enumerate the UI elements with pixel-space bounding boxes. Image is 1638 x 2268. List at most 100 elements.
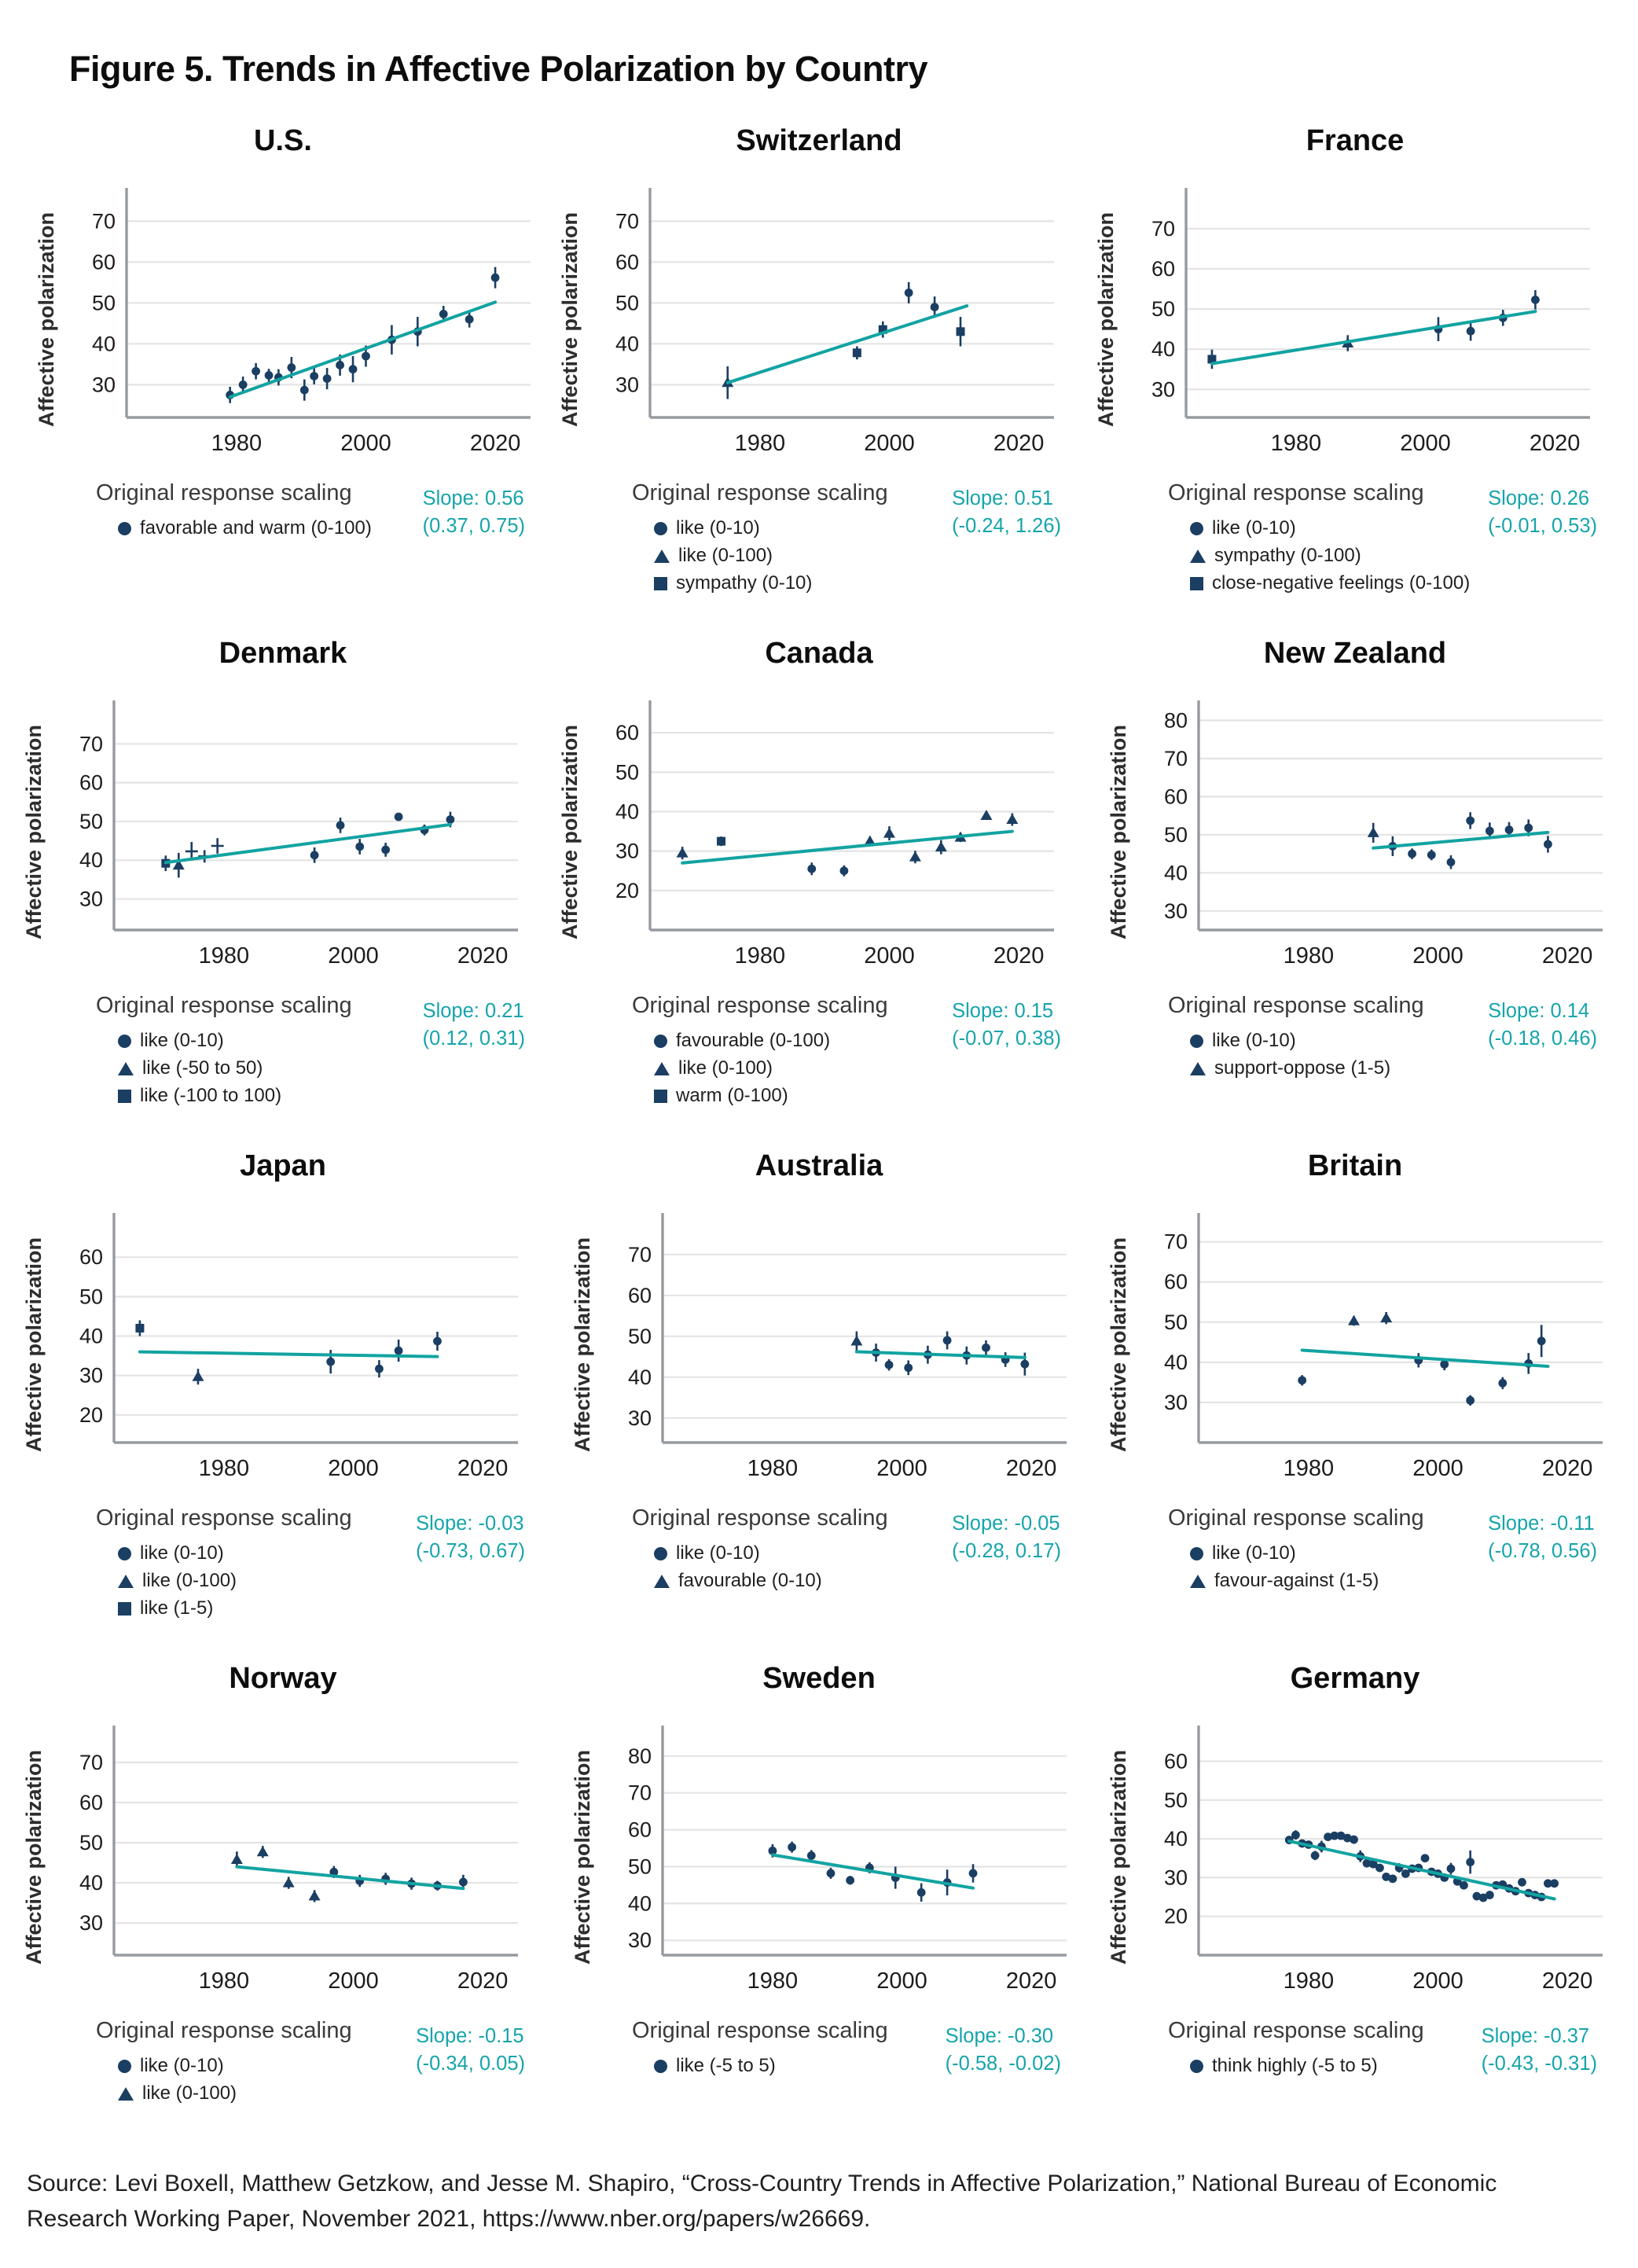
circle-marker-icon — [1190, 521, 1203, 535]
y-tick-label: 20 — [79, 1403, 103, 1427]
legend-item: like (0-10) — [118, 2055, 352, 2077]
slope-annotation: Slope: 0.26 (-0.01, 0.53) — [1488, 480, 1597, 540]
data-point — [1342, 1833, 1352, 1843]
y-tick-label: 60 — [79, 1245, 103, 1269]
data-point — [839, 866, 849, 876]
country-panel: Norway Affective polarization 30 40 50 60 70… — [20, 1662, 545, 2104]
data-point — [336, 821, 345, 830]
legend-item: like (-100 to 100) — [118, 1085, 352, 1107]
y-tick-label: 50 — [79, 1285, 103, 1308]
y-tick-label: 50 — [79, 810, 103, 833]
y-tick-label: 80 — [627, 1744, 651, 1768]
data-point — [1387, 1874, 1397, 1884]
y-tick-label: 40 — [615, 799, 639, 823]
circle-marker-icon — [654, 1034, 667, 1048]
slope-value: Slope: -0.11 — [1488, 1513, 1595, 1535]
slope-annotation: Slope: -0.15 (-0.34, 0.05) — [416, 2018, 525, 2078]
data-point — [1336, 1831, 1345, 1840]
slope-ci: (-0.43, -0.31) — [1481, 2053, 1597, 2075]
country-panel: Britain Affective polarization 30 40 50 60 7… — [1093, 1149, 1618, 1619]
y-tick-label: 40 — [1163, 1827, 1187, 1851]
scatter-plot: 30 40 50 60 70 1980 2000 2020 — [1151, 188, 1590, 456]
country-panel: Japan Affective polarization 20 30 40 50 60 1… — [20, 1149, 545, 1619]
x-tick-label: 2000 — [864, 431, 915, 456]
trend-line — [1371, 830, 1549, 850]
y-tick-label: 40 — [1151, 337, 1175, 361]
trend-line — [1287, 1840, 1556, 1901]
data-point — [264, 371, 273, 380]
plot-row: Affective polarization 30 40 50 60 70 1980 200… — [22, 1719, 544, 1996]
data-point — [1549, 1879, 1559, 1888]
slope-annotation: Slope: -0.11 (-0.78, 0.56) — [1488, 1505, 1597, 1565]
circle-marker-icon — [118, 1546, 131, 1560]
y-tick-label: 40 — [1163, 861, 1187, 884]
y-tick-label: 50 — [615, 291, 639, 314]
legend-item: like (0-10) — [654, 517, 888, 539]
legend-label: support-oppose (1-5) — [1214, 1057, 1391, 1079]
data-point — [308, 1890, 321, 1901]
legend-label: warm (0-100) — [676, 1085, 788, 1106]
scatter-plot: 30 40 50 60 70 1980 2000 2020 — [91, 188, 531, 456]
y-axis-label: Affective polarization — [570, 1237, 594, 1453]
trend-line — [235, 1865, 465, 1891]
legend-label: like (1-5) — [140, 1597, 214, 1619]
data-point — [394, 812, 403, 822]
legend-items: like (0-10) like (-50 to 50) like (-100 to… — [96, 1030, 352, 1107]
legend-title: Original response scaling — [632, 480, 888, 505]
data-point — [1323, 1832, 1332, 1842]
legend-title: Original response scaling — [1168, 2018, 1424, 2043]
legend-title: Original response scaling — [96, 993, 352, 1018]
legend-items: like (-5 to 5) — [632, 2055, 888, 2077]
data-point — [490, 273, 499, 282]
trend-line — [681, 829, 1014, 865]
y-tick-label: 40 — [79, 1325, 103, 1348]
legend-block: Original response scaling like (0-10) lik… — [96, 993, 352, 1107]
country-panel: France Affective polarization 30 40 50 60 70… — [1093, 124, 1618, 594]
circle-marker-icon — [654, 1546, 667, 1560]
scatter-plot: 20 30 40 50 60 1980 2000 2020 — [79, 1213, 518, 1481]
plot-row: Affective polarization 30 40 50 60 70 80 1980 2… — [1107, 694, 1604, 971]
x-tick-label: 2020 — [469, 431, 520, 456]
data-point — [852, 348, 861, 358]
data-point — [1297, 1376, 1306, 1385]
y-tick-label: 70 — [79, 1751, 103, 1774]
legend-item: warm (0-100) — [654, 1085, 888, 1107]
y-tick-label: 70 — [1163, 1230, 1187, 1254]
plot-row: Affective polarization 30 40 50 60 70 80 1980 2… — [571, 1719, 1068, 1996]
slope-annotation: Slope: -0.37 (-0.43, -0.31) — [1482, 2018, 1597, 2078]
x-tick-label: 1980 — [199, 1968, 250, 1994]
legend-title: Original response scaling — [1168, 1505, 1424, 1531]
slope-ci: (-0.18, 0.46) — [1488, 1027, 1597, 1050]
data-point — [329, 1867, 339, 1877]
y-axis-label: Affective polarization — [1106, 1750, 1130, 1965]
data-point — [909, 851, 921, 862]
data-point — [878, 325, 887, 334]
trend-line — [770, 1853, 975, 1890]
data-point — [1466, 326, 1475, 336]
legend-label: like (0-100) — [678, 545, 773, 566]
x-tick-label: 1980 — [199, 1456, 250, 1481]
panel-title: Sweden — [762, 1662, 876, 1695]
y-tick-label: 70 — [627, 1781, 651, 1805]
panel-title: Australia — [755, 1149, 883, 1182]
data-point — [1347, 1314, 1360, 1325]
scatter-plot: 30 40 50 60 70 80 1980 2000 2020 — [1163, 700, 1603, 969]
data-point — [1465, 1395, 1475, 1405]
panel-title: Germany — [1290, 1662, 1420, 1695]
legend-items: like (0-10) favourable (0-10) — [632, 1542, 888, 1592]
slope-annotation: Slope: 0.56 (0.37, 0.75) — [423, 480, 525, 540]
y-tick-label: 40 — [615, 332, 639, 355]
legend-title: Original response scaling — [632, 993, 888, 1018]
y-axis-label: Affective polarization — [22, 725, 46, 940]
data-point — [807, 864, 817, 873]
circle-marker-icon — [1190, 1034, 1203, 1048]
data-point — [717, 836, 726, 846]
plot-row: Affective polarization 30 40 50 60 70 1980 200… — [558, 182, 1080, 458]
data-point — [348, 365, 357, 374]
scatter-plot: 20 30 40 50 60 1980 2000 2020 — [615, 700, 1054, 969]
y-axis-label: Affective polarization — [558, 212, 582, 428]
x-tick-label: 2000 — [328, 1456, 379, 1481]
plot-row: Affective polarization 30 40 50 60 70 1980 200… — [1107, 1207, 1604, 1483]
legend-block: Original response scaling like (0-10) sym… — [1168, 480, 1470, 594]
slope-annotation: Slope: 0.15 (-0.07, 0.38) — [952, 993, 1061, 1053]
